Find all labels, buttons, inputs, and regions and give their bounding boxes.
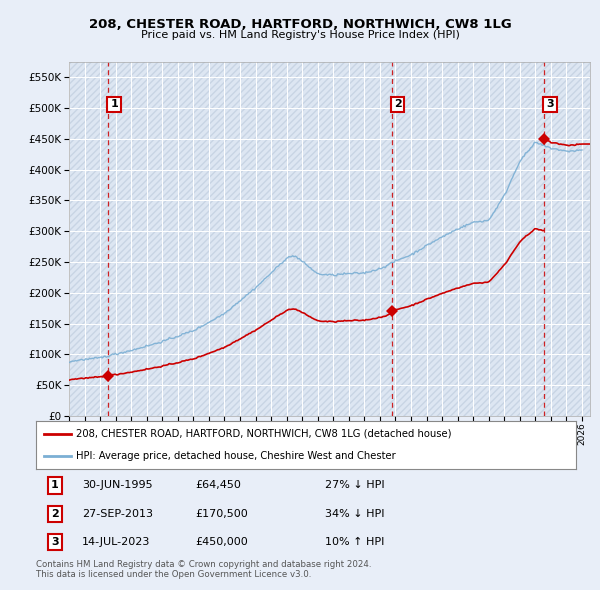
Text: 2: 2 <box>394 100 401 109</box>
Text: 14-JUL-2023: 14-JUL-2023 <box>82 537 150 548</box>
Text: Price paid vs. HM Land Registry's House Price Index (HPI): Price paid vs. HM Land Registry's House … <box>140 30 460 40</box>
Text: 34% ↓ HPI: 34% ↓ HPI <box>325 509 385 519</box>
Text: 1: 1 <box>51 480 59 490</box>
Text: 3: 3 <box>51 537 59 548</box>
Text: 10% ↑ HPI: 10% ↑ HPI <box>325 537 384 548</box>
Text: £170,500: £170,500 <box>196 509 248 519</box>
Text: 27-SEP-2013: 27-SEP-2013 <box>82 509 153 519</box>
Text: 3: 3 <box>546 100 554 109</box>
Text: 208, CHESTER ROAD, HARTFORD, NORTHWICH, CW8 1LG: 208, CHESTER ROAD, HARTFORD, NORTHWICH, … <box>89 18 511 31</box>
Text: 1: 1 <box>110 100 118 109</box>
Text: HPI: Average price, detached house, Cheshire West and Chester: HPI: Average price, detached house, Ches… <box>77 451 396 461</box>
Text: Contains HM Land Registry data © Crown copyright and database right 2024.
This d: Contains HM Land Registry data © Crown c… <box>36 560 371 579</box>
Text: 208, CHESTER ROAD, HARTFORD, NORTHWICH, CW8 1LG (detached house): 208, CHESTER ROAD, HARTFORD, NORTHWICH, … <box>77 429 452 439</box>
Text: £450,000: £450,000 <box>196 537 248 548</box>
Text: £64,450: £64,450 <box>196 480 241 490</box>
Text: 2: 2 <box>51 509 59 519</box>
Text: 27% ↓ HPI: 27% ↓ HPI <box>325 480 385 490</box>
Text: 30-JUN-1995: 30-JUN-1995 <box>82 480 152 490</box>
